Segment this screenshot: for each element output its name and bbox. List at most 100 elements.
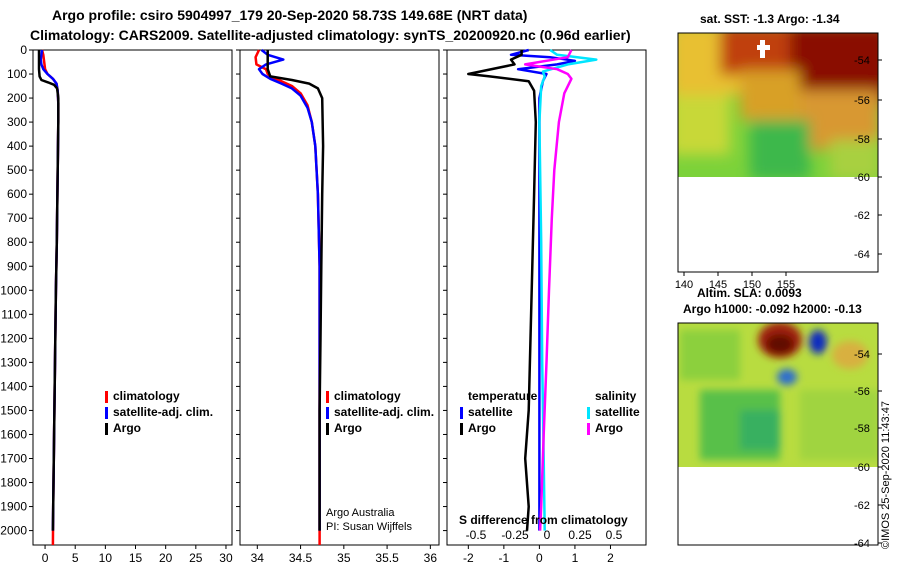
salinity-panel-frame bbox=[239, 49, 440, 546]
salinity-legend: climatology satellite-adj. clim. Argo bbox=[326, 389, 434, 435]
x-tick-label: 30 bbox=[219, 551, 233, 565]
legend-label-satellite-t: satellite bbox=[468, 405, 513, 419]
legend-swatch-climatology bbox=[326, 391, 329, 403]
depth-tick-label: 1900 bbox=[0, 500, 27, 514]
legend-swatch-satellite-t bbox=[460, 407, 463, 419]
x-tick-label: 15 bbox=[129, 551, 143, 565]
difference-salinity-legend: salinity satellite Argo bbox=[587, 389, 640, 435]
x-tick-label: 20 bbox=[159, 551, 173, 565]
depth-tick-label: 800 bbox=[7, 235, 27, 249]
difference-xlabel: S difference from climatology bbox=[459, 513, 628, 527]
lat-tick-label: -64 bbox=[854, 538, 870, 550]
depth-tick-label: 1100 bbox=[1, 307, 27, 321]
depth-tick-label: 300 bbox=[7, 115, 27, 129]
argo-australia-credit: Argo Australia bbox=[326, 507, 395, 519]
legend-label-satellite: satellite-adj. clim. bbox=[113, 405, 213, 419]
sla-map-subtitle: Argo h1000: -0.092 h2000: -0.13 bbox=[683, 302, 862, 316]
x-tick-label: 0 bbox=[42, 551, 49, 565]
lat-tick-label: -56 bbox=[854, 386, 870, 398]
figure-title-line1: Argo profile: csiro 5904997_179 20-Sep-2… bbox=[52, 7, 527, 23]
legend-label-satellite-s: satellite bbox=[595, 405, 640, 419]
x-tick-label: 0 bbox=[536, 551, 543, 565]
x-tick-label: 10 bbox=[99, 551, 113, 565]
s-tick-label: 0 bbox=[544, 528, 551, 542]
lat-tick-label: -54 bbox=[854, 55, 870, 67]
figure-title-line2: Climatology: CARS2009. Satellite-adjuste… bbox=[30, 27, 631, 43]
x-tick-label: 5 bbox=[72, 551, 79, 565]
lon-tick-label: 150 bbox=[743, 279, 761, 291]
legend-swatch-argo bbox=[326, 423, 329, 435]
legend-swatch-argo-s bbox=[587, 423, 590, 435]
x-tick-label: 35 bbox=[337, 551, 351, 565]
legend-swatch-climatology bbox=[105, 391, 108, 403]
legend-swatch-satellite bbox=[326, 407, 329, 419]
temperature-panel-frame bbox=[32, 49, 233, 546]
sla-map-nodata bbox=[678, 467, 878, 545]
depth-tick-label: 1000 bbox=[0, 283, 27, 297]
sst-map-nodata bbox=[678, 177, 878, 272]
x-tick-label: 1 bbox=[572, 551, 579, 565]
depth-tick-label: 2000 bbox=[0, 524, 27, 538]
depth-tick-label: 900 bbox=[7, 259, 27, 273]
depth-tick-label: 1700 bbox=[0, 451, 27, 465]
depth-tick-label: 200 bbox=[7, 91, 27, 105]
depth-tick-label: 400 bbox=[7, 139, 27, 153]
depth-tick-label: 1400 bbox=[0, 379, 27, 393]
sst-map-image bbox=[678, 33, 878, 177]
s-tick-label: -0.25 bbox=[501, 528, 529, 542]
lat-tick-label: -54 bbox=[854, 349, 870, 361]
depth-tick-label: 600 bbox=[7, 187, 27, 201]
lon-tick-label: 155 bbox=[777, 279, 795, 291]
sst-map-lat-axis: -54 -56 -58 -60 -62 -64 bbox=[854, 55, 882, 261]
legend-swatch-argo bbox=[105, 423, 108, 435]
x-tick-label: 2 bbox=[607, 551, 614, 565]
x-tick-label: 25 bbox=[189, 551, 203, 565]
lat-tick-label: -58 bbox=[854, 134, 870, 146]
lat-tick-label: -56 bbox=[854, 95, 870, 107]
depth-tick-label: 700 bbox=[7, 211, 27, 225]
series-line-argo bbox=[266, 50, 325, 531]
imos-credit: ©IMOS 25-Sep-2020 11:43:47 bbox=[880, 401, 892, 549]
depth-tick-label: 0 bbox=[20, 43, 27, 57]
legend-title-salinity: salinity bbox=[595, 389, 637, 403]
depth-tick-label: 1800 bbox=[0, 476, 27, 490]
legend-swatch-argo-t bbox=[460, 423, 463, 435]
sla-map-lat-axis: -54 -56 -58 -60 -62 -64 bbox=[854, 349, 882, 550]
legend-label-argo: Argo bbox=[334, 421, 362, 435]
depth-tick-label: 100 bbox=[7, 67, 27, 81]
legend-label-argo-t: Argo bbox=[468, 421, 496, 435]
x-tick-label: 34 bbox=[251, 551, 265, 565]
argo-float-marker-bar bbox=[757, 45, 770, 50]
depth-tick-label: 1600 bbox=[0, 427, 27, 441]
lat-tick-label: -62 bbox=[854, 210, 870, 222]
series-line-argo bbox=[37, 50, 60, 531]
sst-map-lon-axis: 140 145 150 155 bbox=[675, 272, 795, 291]
legend-title-temperature: temperature bbox=[468, 389, 538, 403]
depth-tick-label: 1500 bbox=[0, 403, 27, 417]
lon-tick-label: 140 bbox=[675, 279, 693, 291]
s-tick-label: 0.25 bbox=[568, 528, 592, 542]
lat-tick-label: -60 bbox=[854, 462, 870, 474]
legend-label-satellite: satellite-adj. clim. bbox=[334, 405, 434, 419]
lat-tick-label: -62 bbox=[854, 500, 870, 512]
lat-tick-label: -64 bbox=[854, 249, 870, 261]
temperature-legend: climatology satellite-adj. clim. Argo bbox=[105, 389, 213, 435]
series-line-argo-s bbox=[523, 49, 573, 531]
s-tick-label: -0.5 bbox=[466, 528, 487, 542]
difference-temperature-legend: temperature satellite Argo bbox=[460, 389, 538, 435]
sst-map-title: sat. SST: -1.3 Argo: -1.34 bbox=[700, 12, 840, 26]
depth-tick-label: 1300 bbox=[0, 355, 27, 369]
series-line-satellite-adj-clim- bbox=[257, 49, 321, 531]
lon-tick-label: 145 bbox=[709, 279, 727, 291]
depth-tick-label: 500 bbox=[7, 163, 27, 177]
pi-credit: PI: Susan Wijffels bbox=[326, 521, 412, 533]
series-line-satellite-s bbox=[538, 48, 598, 531]
salinity-plot: 34 34.5 35 35.5 36 bbox=[251, 49, 438, 565]
legend-swatch-satellite-s bbox=[587, 407, 590, 419]
x-tick-label: 36 bbox=[424, 551, 438, 565]
x-tick-label: 34.5 bbox=[289, 551, 313, 565]
sla-map-frame bbox=[677, 322, 879, 546]
temperature-plot: 0 5 10 15 20 25 30 bbox=[37, 49, 233, 565]
s-tick-label: 0.5 bbox=[606, 528, 623, 542]
